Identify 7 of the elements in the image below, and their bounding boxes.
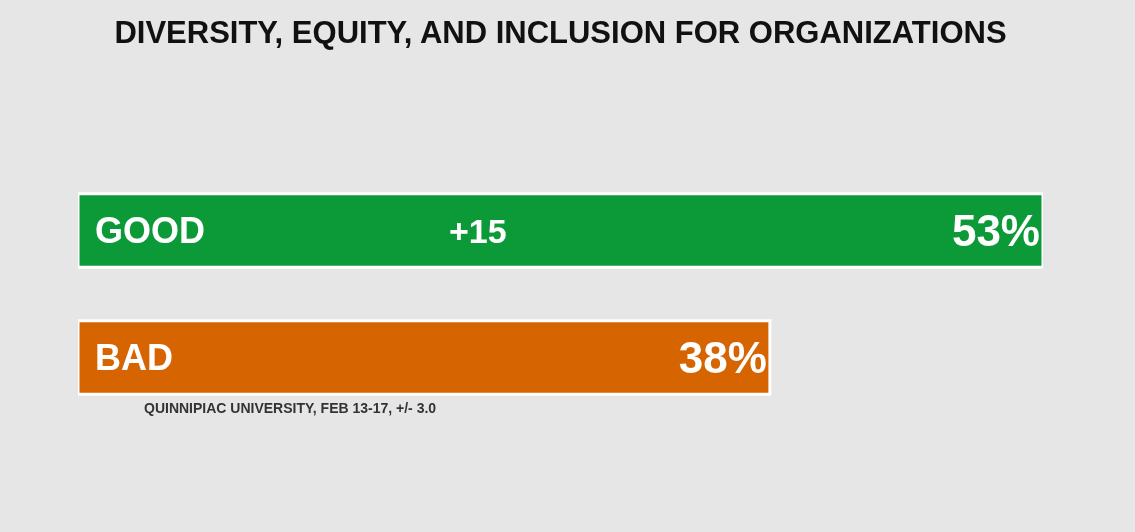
annotation: QUINNIPIAC UNIVERSITY, FEB 13-17, +/- 3.0	[144, 400, 437, 416]
chart-title: DIVERSITY, EQUITY, AND INCLUSION FOR ORGANIZATIONS	[114, 14, 1007, 50]
annotation: +15	[449, 212, 507, 250]
data-label: 38%	[678, 333, 767, 382]
data-label: 53%	[951, 206, 1040, 255]
y-tick-label: BAD	[95, 337, 173, 379]
y-tick-label: GOOD	[95, 210, 206, 252]
